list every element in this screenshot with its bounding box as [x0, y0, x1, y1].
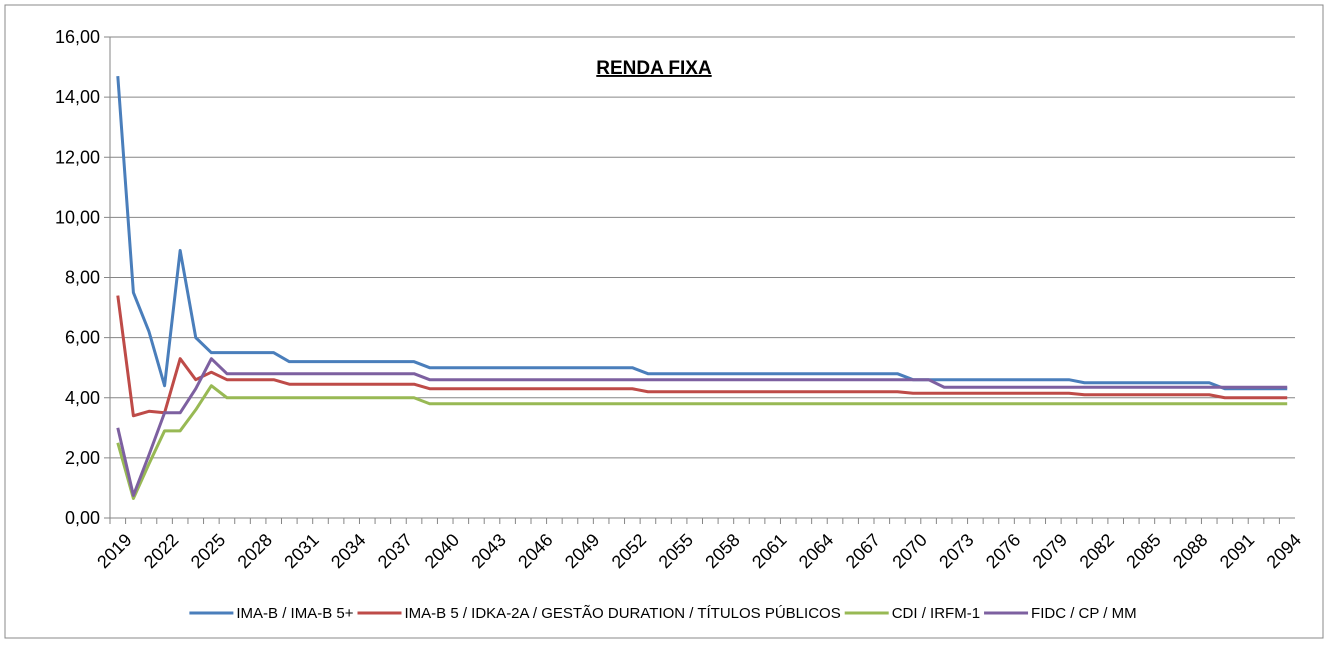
legend-label: IMA-B / IMA-B 5+: [236, 605, 353, 622]
y-tick-label: 8,00: [65, 268, 100, 288]
y-tick-label: 16,00: [55, 27, 100, 47]
y-tick-label: 12,00: [55, 147, 100, 167]
legend-label: CDI / IRFM-1: [892, 605, 980, 622]
y-tick-label: 6,00: [65, 328, 100, 348]
y-tick-label: 2,00: [65, 448, 100, 468]
y-tick-label: 10,00: [55, 207, 100, 227]
chart-title: RENDA FIXA: [596, 58, 712, 79]
series-line: [116, 295, 1288, 418]
y-tick-label: 0,00: [65, 508, 100, 528]
series-line: [116, 75, 1288, 391]
y-tick-label: 14,00: [55, 87, 100, 107]
legend-label: IMA-B 5 / IDKA-2A / GESTÃO DURATION / TÍ…: [405, 605, 841, 622]
legend-label: FIDC / CP / MM: [1031, 605, 1137, 622]
y-tick-label: 4,00: [65, 388, 100, 408]
series-line: [116, 357, 1288, 497]
chart-frame: [4, 4, 1324, 639]
legend: IMA-B / IMA-B 5+ IMA-B 5 / IDKA-2A / GEST…: [189, 605, 1137, 622]
series-line: [116, 384, 1288, 500]
